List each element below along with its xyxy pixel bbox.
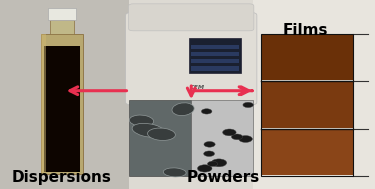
Circle shape	[223, 129, 236, 136]
Ellipse shape	[148, 128, 176, 140]
Bar	[190, 59, 239, 64]
Circle shape	[211, 159, 227, 167]
Circle shape	[198, 165, 212, 172]
Bar	[261, 35, 352, 80]
Ellipse shape	[132, 123, 165, 137]
Ellipse shape	[129, 115, 154, 126]
Circle shape	[201, 109, 212, 114]
Circle shape	[204, 151, 214, 156]
Bar	[261, 34, 352, 176]
Ellipse shape	[172, 103, 194, 115]
Bar	[48, 8, 76, 20]
FancyBboxPatch shape	[129, 4, 254, 31]
Ellipse shape	[163, 168, 186, 177]
Bar	[129, 0, 253, 189]
Bar	[0, 0, 129, 189]
Text: CEM: CEM	[190, 85, 205, 90]
Text: Powders: Powders	[186, 170, 260, 185]
Circle shape	[239, 136, 252, 143]
Bar	[261, 129, 352, 175]
Bar	[253, 0, 375, 189]
Bar	[190, 66, 239, 71]
Bar	[129, 100, 191, 176]
Text: Films: Films	[283, 23, 328, 38]
Bar	[190, 52, 239, 56]
Text: Dispersions: Dispersions	[12, 170, 112, 185]
Circle shape	[243, 102, 254, 108]
Circle shape	[207, 161, 218, 167]
Bar	[190, 45, 239, 49]
Bar	[50, 20, 74, 34]
Bar	[41, 34, 82, 174]
Circle shape	[204, 142, 215, 147]
Bar	[189, 38, 241, 74]
Circle shape	[231, 134, 243, 140]
Bar	[261, 82, 352, 128]
Bar	[191, 100, 253, 176]
Bar	[41, 34, 46, 174]
FancyBboxPatch shape	[126, 12, 257, 105]
Bar	[44, 46, 80, 172]
